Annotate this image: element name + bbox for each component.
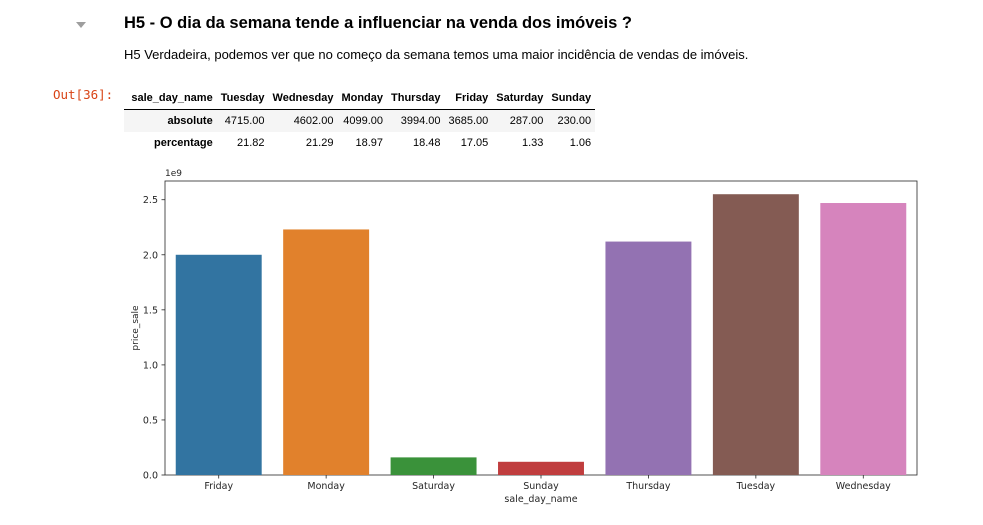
y-tick-label: 1.0 bbox=[143, 360, 158, 371]
table-cell: 17.05 bbox=[460, 137, 489, 149]
column-header: Sunday bbox=[547, 87, 596, 110]
x-axis-label: sale_day_name bbox=[504, 494, 577, 505]
table-cell: 21.29 bbox=[305, 137, 334, 149]
table-row: percentage 21.82 21.29 18.97 18.48 17.05… bbox=[124, 132, 595, 154]
column-header: Monday bbox=[337, 87, 388, 110]
x-tick-label: Thursday bbox=[625, 481, 671, 492]
column-header: Wednesday bbox=[268, 87, 338, 110]
table-cell: 1.06 bbox=[569, 137, 592, 149]
dataframe-table: sale_day_name Tuesday Wednesday Monday T… bbox=[124, 87, 596, 154]
plot-frame bbox=[164, 180, 918, 476]
bar-chart: 0.0 0.5 1.0 1.5 2.0 2.5 Friday Monday Saturday S… bbox=[131, 169, 918, 505]
bar-wednesday bbox=[820, 203, 907, 476]
x-tick-label: Sunday bbox=[523, 481, 559, 492]
table-header-row: sale_day_name Tuesday Wednesday Monday T… bbox=[124, 87, 596, 110]
index-header: sale_day_name bbox=[124, 87, 217, 110]
table-row: absolute 4715.00 4602.00 4099.00 3994.00… bbox=[124, 109, 596, 132]
x-tick-label: Friday bbox=[204, 481, 233, 492]
x-tick-label: Tuesday bbox=[736, 481, 776, 492]
y-tick-label: 1.5 bbox=[143, 305, 158, 316]
table-cell: 18.97 bbox=[355, 137, 384, 149]
y-tick-label: 0.0 bbox=[143, 471, 158, 482]
column-header: Thursday bbox=[387, 87, 445, 110]
collapse-arrow-icon[interactable] bbox=[76, 22, 86, 28]
bar-friday bbox=[175, 254, 262, 475]
bar-sunday bbox=[498, 461, 584, 475]
cell-description: H5 Verdadeira, podemos ver que no começo… bbox=[124, 47, 749, 62]
cell-heading: H5 - O dia da semana tende a influenciar… bbox=[124, 14, 632, 32]
bar-saturday bbox=[390, 457, 477, 475]
y-scale-label: 1e9 bbox=[165, 169, 182, 179]
table-cell: 230.00 bbox=[557, 115, 592, 127]
column-header: Saturday bbox=[492, 87, 548, 110]
output-prompt: Out[36]: bbox=[53, 87, 114, 102]
table-cell: 3994.00 bbox=[400, 115, 441, 127]
bar-tuesday bbox=[712, 194, 799, 475]
y-tick-label: 2.0 bbox=[143, 250, 158, 261]
x-tick-label: Wednesday bbox=[836, 481, 891, 492]
table-cell: 1.33 bbox=[521, 137, 544, 149]
table-cell: 4602.00 bbox=[293, 115, 334, 127]
y-axis-label: price_sale bbox=[131, 305, 141, 351]
table-cell: 18.48 bbox=[413, 137, 441, 149]
row-label: absolute bbox=[167, 115, 213, 127]
table-cell: 4715.00 bbox=[224, 115, 265, 127]
column-header: Friday bbox=[444, 87, 493, 110]
table-cell: 3685.00 bbox=[448, 115, 489, 127]
row-label: percentage bbox=[154, 137, 213, 149]
table-cell: 287.00 bbox=[509, 115, 544, 127]
y-tick-label: 0.5 bbox=[143, 415, 158, 426]
table-cell: 21.82 bbox=[236, 137, 265, 149]
x-tick-label: Saturday bbox=[412, 481, 455, 492]
y-tick-label: 2.5 bbox=[143, 195, 158, 206]
table-cell: 4099.00 bbox=[343, 115, 384, 127]
bar-monday bbox=[283, 229, 370, 475]
bar-thursday bbox=[605, 241, 692, 475]
x-tick-label: Monday bbox=[307, 481, 345, 492]
column-header: Tuesday bbox=[216, 87, 269, 110]
